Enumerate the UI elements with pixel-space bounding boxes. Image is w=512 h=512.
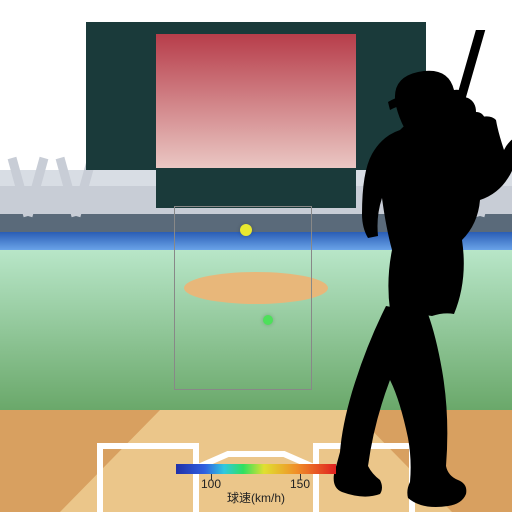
legend-tick-label: 150	[290, 478, 310, 490]
pitch-location-chart: 100 150 球速(km/h)	[0, 0, 512, 512]
legend-title: 球速(km/h)	[227, 492, 285, 504]
pitch-marker	[263, 315, 273, 325]
legend-tick-label: 100	[201, 478, 221, 490]
batter-silhouette	[300, 30, 512, 512]
velocity-legend-bar	[176, 464, 336, 474]
pitch-marker	[240, 224, 252, 236]
